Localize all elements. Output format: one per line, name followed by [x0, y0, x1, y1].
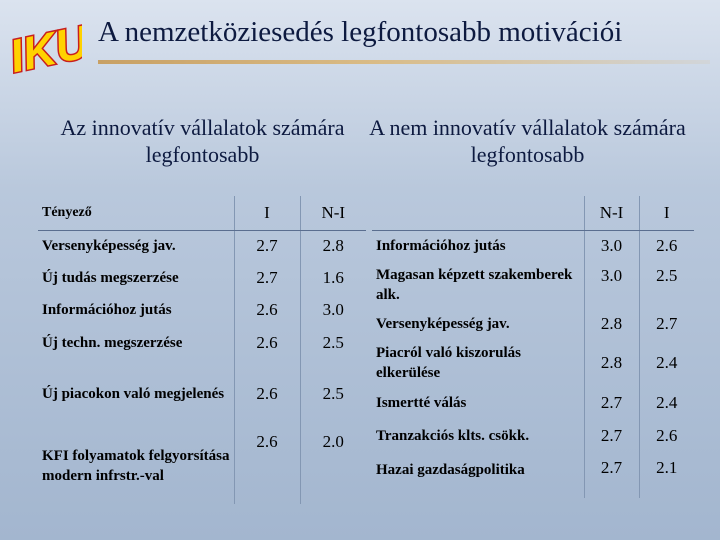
row-factor: Versenyképesség jav. [38, 230, 235, 262]
row-i-value: 2.6 [234, 428, 301, 504]
header-i: I [639, 196, 694, 231]
row-factor: Információhoz jutás [372, 230, 585, 262]
iku-logo: IKU [4, 13, 82, 82]
row-i-value: 2.5 [656, 266, 678, 285]
row-i-value: 2.7 [234, 262, 301, 294]
row-ni-value: 2.8 [322, 236, 344, 256]
table-row: Információhoz jutás 2.6 3.0 [38, 294, 366, 326]
subtitle-innovative: Az innovatív vállalatok számára legfonto… [60, 115, 345, 167]
row-factor: KFI folyamatok felgyorsítása modern infr… [38, 428, 235, 504]
table-row: Új piacokon való megjelenés 2.6 2.5 [38, 360, 366, 428]
row-i-value: 2.6 [234, 360, 301, 428]
header-factor: Tényező [38, 196, 235, 231]
row-i-value: 2.4 [656, 393, 678, 412]
row-i-value: 2.7 [656, 314, 678, 333]
row-ni-value: 2.7 [584, 386, 640, 420]
row-factor: Információhoz jutás [38, 294, 235, 326]
row-i-value: 2.6 [234, 326, 301, 360]
row-ni-value: 1.6 [322, 268, 344, 287]
row-ni-value: 2.7 [584, 452, 640, 498]
table-row: Információhoz jutás 3.0 2.6 [372, 230, 694, 262]
title-underline [98, 60, 710, 64]
header-factor [372, 196, 585, 231]
row-ni-value: 2.8 [584, 308, 640, 340]
row-ni-value: 2.5 [322, 384, 344, 403]
row-factor: Piacról való kiszorulás elkerülése [372, 340, 585, 386]
table-row: Versenyképesség jav. 2.8 2.7 [372, 308, 694, 340]
row-i-value: 2.6 [656, 236, 678, 256]
iku-logo-letters: IKU [4, 13, 82, 82]
header-i: I [234, 196, 301, 231]
row-ni-value: 3.0 [584, 262, 640, 308]
row-factor: Versenyképesség jav. [372, 308, 585, 340]
row-ni-value: 3.0 [584, 230, 640, 262]
row-factor: Hazai gazdaságpolitika [372, 452, 585, 498]
header-ni: N-I [584, 196, 640, 231]
row-factor: Magasan képzett szakemberek alk. [372, 262, 585, 308]
subtitle-non-innovative: A nem innovatív vállalatok számára legfo… [369, 115, 686, 167]
table-row: Versenyképesség jav. 2.7 2.8 [38, 230, 366, 262]
logo-text: IKU [5, 15, 82, 82]
non-innovative-motivations-table: N-I I Információhoz jutás 3.0 2.6 Magasa… [372, 196, 694, 498]
table-header-row: N-I I [372, 196, 694, 231]
row-i-value: 2.4 [656, 353, 678, 372]
row-factor: Tranzakciós klts. csökk. [372, 420, 585, 452]
table-row: Tranzakciós klts. csökk. 2.7 2.6 [372, 420, 694, 452]
table-row: Új tudás megszerzése 2.7 1.6 [38, 262, 366, 294]
row-ni-value: 2.8 [584, 340, 640, 386]
row-i-value: 2.7 [234, 230, 301, 262]
table-row: KFI folyamatok felgyorsítása modern infr… [38, 428, 366, 504]
table-row: Magasan képzett szakemberek alk. 3.0 2.5 [372, 262, 694, 308]
table-header-row: Tényező I N-I [38, 196, 366, 231]
row-factor: Ismertté válás [372, 386, 585, 420]
row-i-value: 2.1 [656, 458, 678, 477]
row-ni-value: 3.0 [322, 300, 344, 319]
row-i-value: 2.6 [234, 294, 301, 326]
innovative-motivations-table: Tényező I N-I Versenyképesség jav. 2.7 2… [38, 196, 366, 504]
row-factor: Új piacokon való megjelenés [38, 360, 235, 428]
page-title: A nemzetköziesedés legfontosabb motiváci… [98, 16, 623, 48]
header-ni: N-I [300, 196, 366, 231]
row-ni-value: 2.7 [584, 420, 640, 452]
row-factor: Új tudás megszerzése [38, 262, 235, 294]
row-ni-value: 2.0 [322, 432, 344, 451]
row-factor: Új techn. megszerzése [38, 326, 235, 360]
table-row: Ismertté válás 2.7 2.4 [372, 386, 694, 420]
row-ni-value: 2.5 [322, 333, 344, 352]
table-row: Új techn. megszerzése 2.6 2.5 [38, 326, 366, 360]
table-row: Hazai gazdaságpolitika 2.7 2.1 [372, 452, 694, 498]
row-i-value: 2.6 [656, 426, 678, 445]
table-row: Piacról való kiszorulás elkerülése 2.8 2… [372, 340, 694, 386]
